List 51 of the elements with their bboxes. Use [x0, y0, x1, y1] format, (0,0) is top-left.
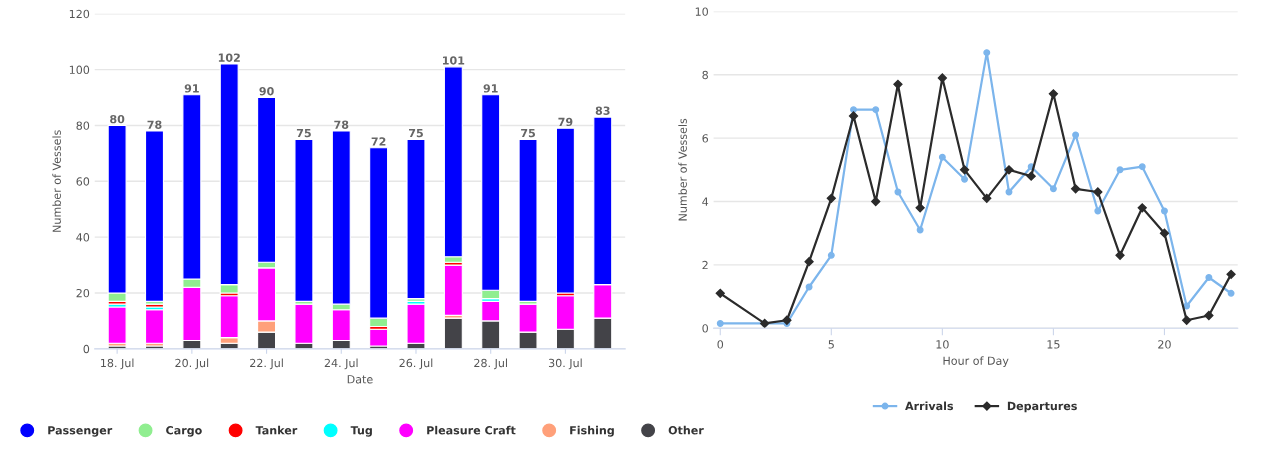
y-tick-label: 120 [69, 9, 90, 19]
legend-label: Passenger [48, 426, 113, 437]
x-axis-title: Date [347, 375, 373, 384]
total-label: 75 [521, 129, 536, 138]
x-tick-label: 22. Jul [250, 358, 283, 370]
y-tick-label: 40 [76, 233, 90, 242]
y-tick-label: 6 [702, 134, 709, 143]
y-tick-label: 8 [702, 70, 708, 80]
legend-label: Departures [1007, 401, 1077, 413]
legend-label: Tanker [255, 425, 298, 435]
x-tick-label: 30. Jul [548, 358, 582, 370]
x-axis-title: Hour of Day [943, 356, 1009, 368]
legend-label: Fishing [570, 425, 614, 437]
total-label: 75 [409, 129, 423, 138]
legend-label: Pleasure Craft [427, 425, 516, 435]
x-tick-label: 0 [717, 340, 724, 349]
y-axis-title: Number of Vessels [678, 118, 687, 221]
y-tick-label: 20 [76, 288, 90, 298]
total-label: 78 [334, 120, 349, 129]
y-tick-label: 80 [76, 121, 90, 130]
legend-label: Arrivals [905, 401, 954, 411]
x-tick-label: 10 [936, 340, 949, 349]
total-label: 101 [443, 56, 465, 65]
total-label: 80 [110, 114, 125, 124]
legend-label: Cargo [166, 426, 202, 437]
total-label: 91 [483, 84, 498, 93]
x-tick-label: 26. Jul [399, 358, 433, 370]
y-axis-title: Number of Vessels [52, 130, 61, 232]
y-tick-label: 100 [69, 65, 90, 74]
total-label: 79 [558, 117, 573, 127]
legend-label: Other [668, 425, 704, 435]
total-label: 72 [371, 137, 386, 146]
x-tick-label: 20. Jul [175, 358, 209, 370]
total-label: 90 [259, 86, 274, 96]
y-tick-label: 60 [76, 177, 90, 186]
y-tick-label: 2 [702, 260, 708, 270]
y-tick-label: 4 [702, 197, 709, 206]
total-label: 78 [147, 120, 162, 129]
x-tick-label: 28. Jul [474, 358, 507, 370]
y-tick-label: 0 [702, 324, 708, 333]
x-tick-label: 20 [1158, 340, 1171, 349]
x-tick-label: 15 [1047, 340, 1060, 349]
total-label: 102 [218, 53, 240, 62]
x-tick-label: 24. Jul [324, 358, 358, 370]
legend-label: Tug [350, 426, 372, 437]
total-label: 91 [184, 84, 199, 93]
total-label: 75 [296, 129, 311, 138]
x-tick-label: 18. Jul [101, 358, 134, 370]
total-label: 83 [595, 106, 610, 115]
x-tick-label: 5 [828, 340, 834, 349]
y-tick-label: 10 [695, 7, 708, 16]
